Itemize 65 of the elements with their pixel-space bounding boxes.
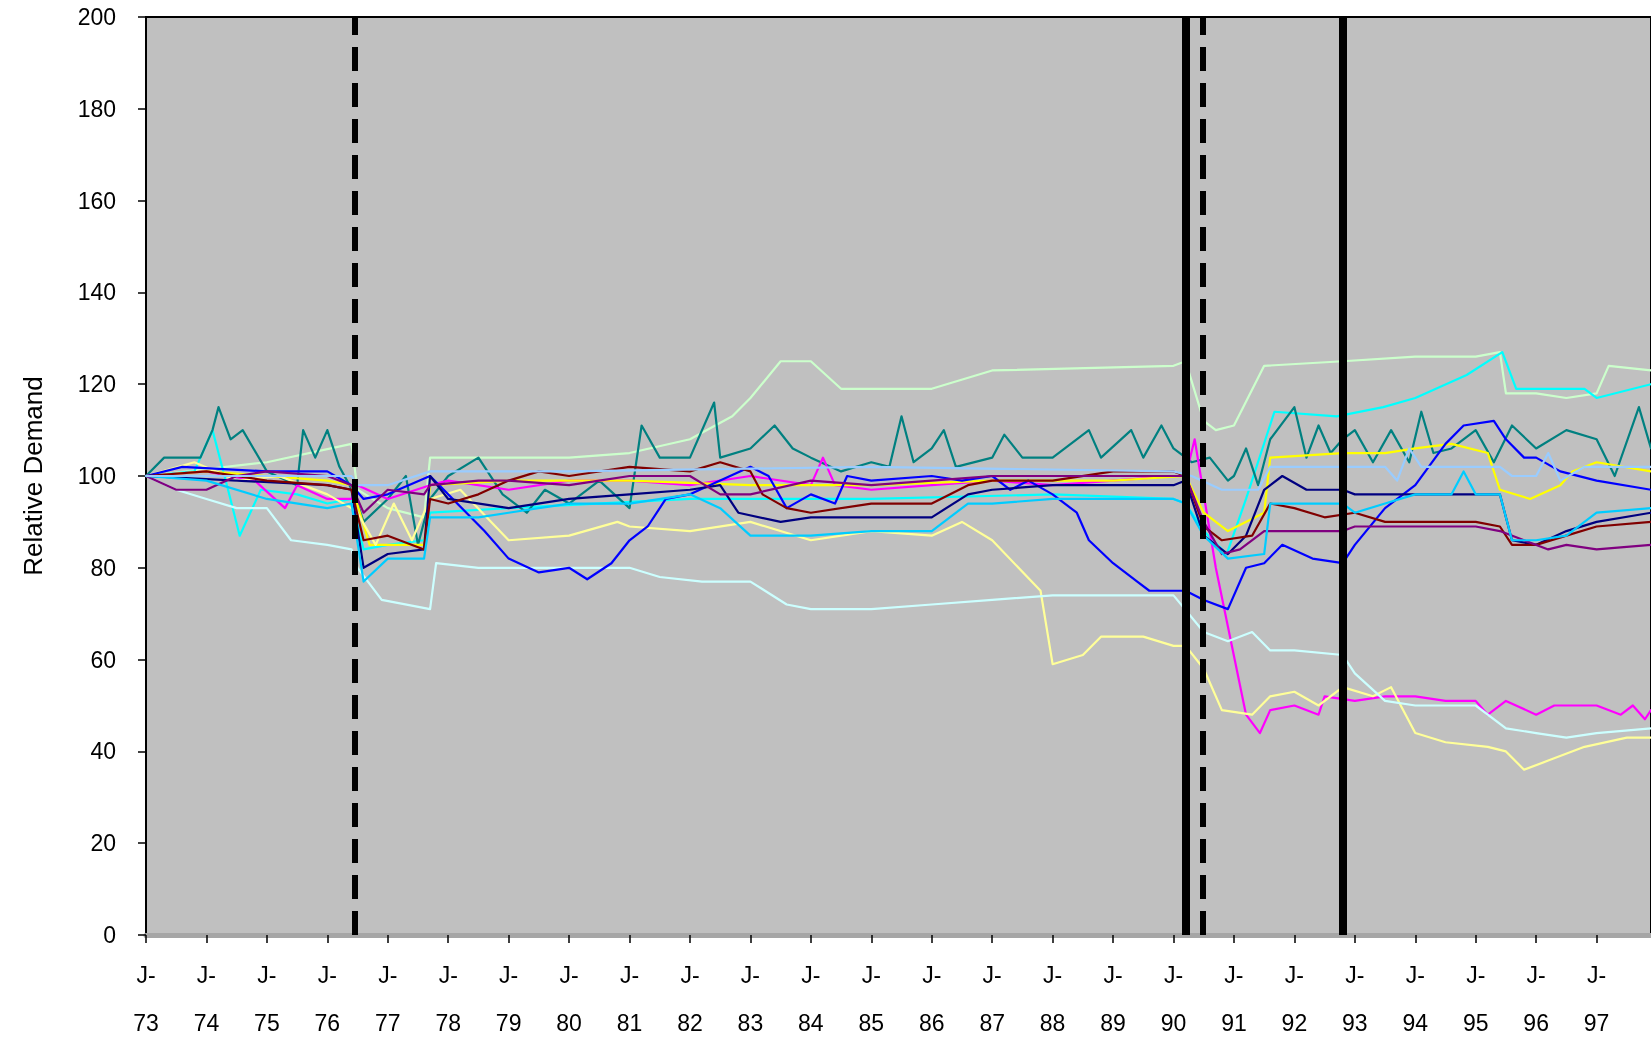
x-tick-label: 75 <box>254 1009 280 1036</box>
text: J- <box>801 962 821 988</box>
x-tick-label: 91 <box>1221 1009 1247 1036</box>
x-tick-label: 94 <box>1402 1009 1429 1036</box>
text: J- <box>438 962 458 988</box>
text: J- <box>559 962 579 988</box>
text: J- <box>861 962 881 988</box>
x-tick-label: 79 <box>495 1009 522 1036</box>
text: J- <box>1163 962 1184 988</box>
x-tick-label: 86 <box>918 1009 945 1036</box>
text: J- <box>1284 962 1304 988</box>
y-tick-label: 80 <box>90 554 116 581</box>
x-tick-label: 78 <box>435 1009 462 1036</box>
y-tick-label: 180 <box>77 95 116 122</box>
x-tick-label: 87 <box>979 1009 1005 1036</box>
x-tick-label: 95 <box>1462 1009 1489 1036</box>
text: J- <box>619 962 640 988</box>
text: J- <box>1345 962 1365 988</box>
x-tick-label: 73 <box>133 1009 159 1036</box>
x-tick-label: 76 <box>314 1009 341 1036</box>
text: J- <box>922 962 942 988</box>
x-tick-label: 92 <box>1281 1009 1308 1036</box>
x-tick-label: 81 <box>616 1009 643 1036</box>
x-tick-label: 85 <box>858 1009 885 1036</box>
x-tick-label: 74 <box>193 1009 220 1036</box>
text: J- <box>1103 962 1123 988</box>
x-tick-label: 77 <box>374 1009 401 1036</box>
y-tick-label: 20 <box>90 830 116 857</box>
text: J- <box>136 962 156 988</box>
y-tick-label: 0 <box>103 922 116 948</box>
text: J- <box>982 962 1002 988</box>
text: J- <box>1587 962 1607 988</box>
x-tick-label: 83 <box>737 1009 764 1036</box>
text: J- <box>680 962 700 988</box>
text: J- <box>1466 962 1486 988</box>
x-tick-label: 89 <box>1100 1009 1126 1036</box>
text: J- <box>1526 962 1546 988</box>
x-tick-label: 97 <box>1583 1009 1610 1036</box>
text: J- <box>196 962 217 988</box>
x-tick-label: 96 <box>1523 1009 1549 1036</box>
x-tick-label: 82 <box>677 1009 703 1036</box>
text: J- <box>257 962 277 988</box>
text: J- <box>740 962 760 988</box>
line-series <box>144 401 1651 546</box>
y-tick-label: 100 <box>77 463 116 489</box>
text: J- <box>499 962 519 988</box>
y-tick-label: 140 <box>77 279 116 306</box>
line-series <box>144 419 1651 611</box>
x-tick-label: 93 <box>1342 1009 1368 1036</box>
x-tick-label: 90 <box>1160 1009 1187 1036</box>
y-tick-label: 200 <box>77 4 116 30</box>
text: J- <box>1043 962 1063 988</box>
text: J- <box>378 962 398 988</box>
x-tick-label: 88 <box>1039 1009 1066 1036</box>
y-tick-label: 120 <box>77 371 116 398</box>
y-tick-label: 160 <box>77 187 116 214</box>
y-tick-label: 40 <box>90 738 116 765</box>
line-series <box>144 447 1651 491</box>
y-axis-title: Relative Demand <box>18 376 48 576</box>
x-tick-label: 84 <box>798 1009 824 1036</box>
x-tick-label: 80 <box>556 1009 582 1036</box>
text: J- <box>1405 962 1425 988</box>
y-tick-label: 60 <box>90 646 116 673</box>
text: J- <box>1224 962 1244 988</box>
text: J- <box>317 962 337 988</box>
